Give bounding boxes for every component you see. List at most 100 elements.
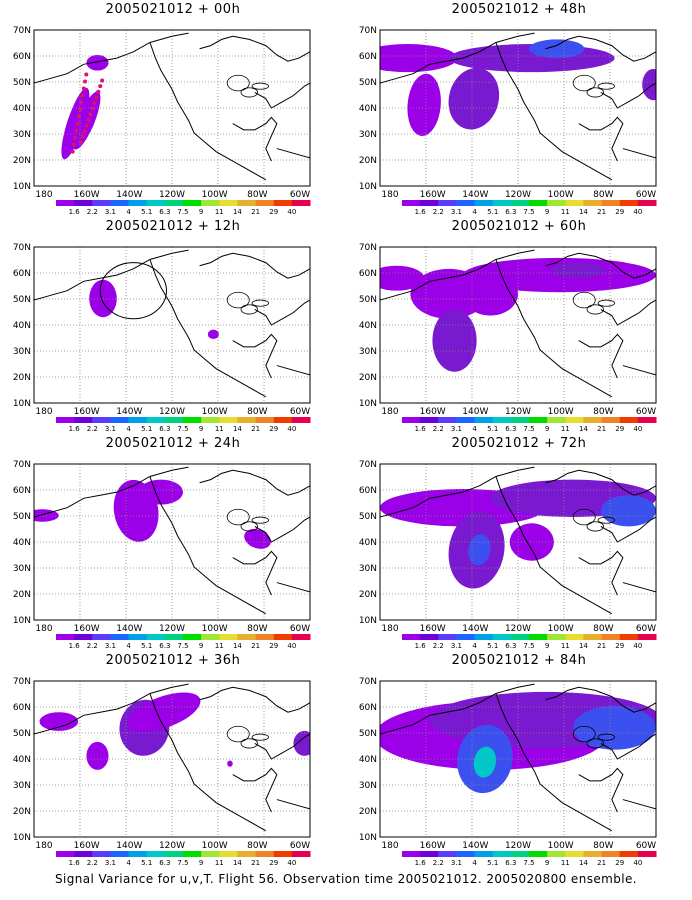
colorbar-swatch xyxy=(110,851,130,857)
colorbar-label: 40 xyxy=(287,208,296,216)
colorbar-label: 21 xyxy=(251,642,260,650)
colorbar-swatch xyxy=(438,851,457,857)
colorbar-label: 6.3 xyxy=(159,208,170,216)
lon-tick-label: 140W xyxy=(462,841,488,851)
observation-point xyxy=(70,149,75,154)
lon-tick-label: 80W xyxy=(593,407,613,417)
colorbar-label: 6.3 xyxy=(505,425,516,433)
colorbar-label: 4 xyxy=(472,642,477,650)
colorbar-label: 11 xyxy=(561,425,570,433)
lon-tick-label: 60W xyxy=(636,190,656,200)
colorbar-label: 5.1 xyxy=(487,208,498,216)
coastline xyxy=(254,516,310,543)
lon-tick-label: 100W xyxy=(548,841,574,851)
lat-tick-label: 40N xyxy=(359,538,377,548)
coastline xyxy=(578,767,624,813)
colorbar-label: 3.1 xyxy=(105,425,116,433)
colorbar-swatch xyxy=(510,417,530,423)
colorbar-label: 11 xyxy=(215,425,224,433)
variance-region xyxy=(448,67,500,130)
colorbar-swatch xyxy=(74,634,93,640)
colorbar-label: 4 xyxy=(472,859,477,867)
lon-tick-label: 100W xyxy=(202,624,228,634)
colorbar-label: 14 xyxy=(579,208,588,216)
colorbar-label: 9 xyxy=(199,208,203,216)
variance-region xyxy=(293,730,310,756)
colorbar-label: 2.2 xyxy=(433,425,444,433)
variance-region xyxy=(432,309,477,372)
colorbar-label: 11 xyxy=(561,208,570,216)
colorbar-swatch xyxy=(92,851,111,857)
lon-tick-label: 80W xyxy=(247,624,267,634)
lon-tick-label: 140W xyxy=(462,190,488,200)
colorbar-swatch xyxy=(183,634,202,640)
colorbar-swatch xyxy=(56,851,75,857)
colorbar-label: 21 xyxy=(251,208,260,216)
colorbar-swatch xyxy=(219,851,238,857)
colorbar-swatch xyxy=(183,417,202,423)
colorbar-swatch xyxy=(56,417,75,423)
map-frame xyxy=(33,463,311,621)
colorbar-label: 40 xyxy=(287,859,296,867)
map-panel: 2005021012 + 36h 70N 60N 50N 40N 30N 20N 10N 180… xyxy=(0,651,346,868)
colorbar-label: 3.1 xyxy=(105,642,116,650)
panel-title: 2005021012 + 36h xyxy=(105,653,241,668)
colorbar-label: 1.6 xyxy=(69,208,81,216)
colorbar-swatch xyxy=(420,417,439,423)
colorbar-swatch xyxy=(619,417,639,423)
coastline xyxy=(622,365,656,376)
lon-tick-label: 120W xyxy=(505,407,531,417)
map-plot: 70N 60N 50N 40N 30N 20N 10N 180 160W 140W 120W 100W… xyxy=(13,243,311,433)
coastline xyxy=(149,476,267,615)
panel-title: 2005021012 + 12h xyxy=(105,219,241,234)
colorbar-label: 4 xyxy=(126,208,131,216)
coastline xyxy=(380,466,535,518)
coastline xyxy=(232,767,278,813)
lon-tick-label: 180 xyxy=(35,624,52,634)
colorbar-swatch xyxy=(128,200,148,206)
coastline xyxy=(149,42,267,181)
colorbar-swatch xyxy=(237,634,257,640)
coastline xyxy=(578,116,624,162)
colorbar-label: 3.1 xyxy=(451,642,462,650)
colorbar-label: 11 xyxy=(215,859,224,867)
colorbar-swatch xyxy=(474,634,494,640)
colorbar-swatch xyxy=(547,634,566,640)
colorbar-label: 4 xyxy=(126,642,131,650)
colorbar-label: 3.1 xyxy=(451,208,462,216)
colorbar-label: 6.3 xyxy=(505,859,516,867)
lon-tick-label: 120W xyxy=(159,624,185,634)
map-frame xyxy=(33,29,311,187)
colorbar-swatch xyxy=(128,417,148,423)
lat-tick-label: 50N xyxy=(13,78,31,88)
coastline xyxy=(380,683,535,735)
lon-tick-label: 180 xyxy=(35,190,52,200)
coastline xyxy=(495,259,613,398)
observation-point xyxy=(79,100,84,105)
variance-region xyxy=(207,329,219,340)
coastline xyxy=(254,733,310,760)
colorbar-label: 5.1 xyxy=(141,642,152,650)
lat-tick-label: 40N xyxy=(359,755,377,765)
colorbar-label: 40 xyxy=(633,425,642,433)
colorbar-swatch xyxy=(164,417,184,423)
colorbar-swatch xyxy=(273,417,293,423)
lon-tick-label: 80W xyxy=(593,190,613,200)
lat-tick-label: 40N xyxy=(13,321,31,331)
colorbar-label: 9 xyxy=(545,859,549,867)
lon-tick-label: 140W xyxy=(462,407,488,417)
colorbar-label: 5.1 xyxy=(141,425,152,433)
panel-title: 2005021012 + 00h xyxy=(105,2,241,17)
colorbar-label: 11 xyxy=(215,208,224,216)
colorbar-swatch xyxy=(74,851,93,857)
colorbar-swatch xyxy=(637,417,657,423)
colorbar-swatch xyxy=(273,634,293,640)
observation-point xyxy=(75,121,80,126)
lat-tick-label: 10N xyxy=(359,616,377,626)
colorbar-label: 21 xyxy=(251,425,260,433)
colorbar-swatch xyxy=(492,417,512,423)
lon-tick-label: 100W xyxy=(548,624,574,634)
lat-tick-label: 20N xyxy=(13,807,31,817)
colorbar-swatch xyxy=(619,851,639,857)
lon-tick-label: 180 xyxy=(381,190,398,200)
